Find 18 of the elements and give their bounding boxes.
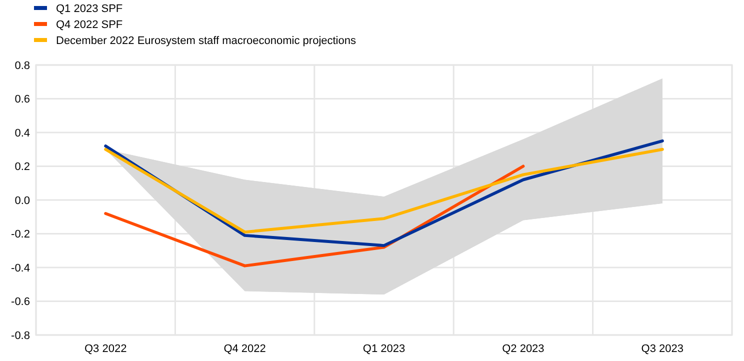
x-tick-label: Q3 2023 (641, 343, 684, 355)
x-tick-label: Q1 2023 (362, 343, 406, 355)
y-tick-label: -0.4 (11, 262, 30, 274)
y-tick-label: 0.2 (14, 161, 30, 174)
y-tick-label: 0.8 (14, 60, 30, 72)
line-series (104, 148, 664, 234)
y-tick-label: 0.0 (14, 194, 30, 207)
y-tick-label: -0.8 (11, 330, 30, 342)
legend-label: December 2022 Eurosystem staff macroeconomic projections (56, 34, 356, 47)
legend-label: Q1 2023 SPF (56, 2, 123, 15)
y-tick-label: -0.2 (11, 228, 30, 241)
legend-label: Q4 2022 SPF (56, 18, 123, 31)
x-tick-label: Q4 2022 (224, 343, 266, 355)
x-tick-label: Q2 2023 (502, 343, 544, 355)
x-tick-label: Q3 2022 (84, 343, 127, 355)
y-tick-label: 0.6 (14, 94, 30, 106)
y-tick-label: -0.6 (11, 296, 30, 308)
y-tick-label: 0.4 (14, 127, 30, 140)
